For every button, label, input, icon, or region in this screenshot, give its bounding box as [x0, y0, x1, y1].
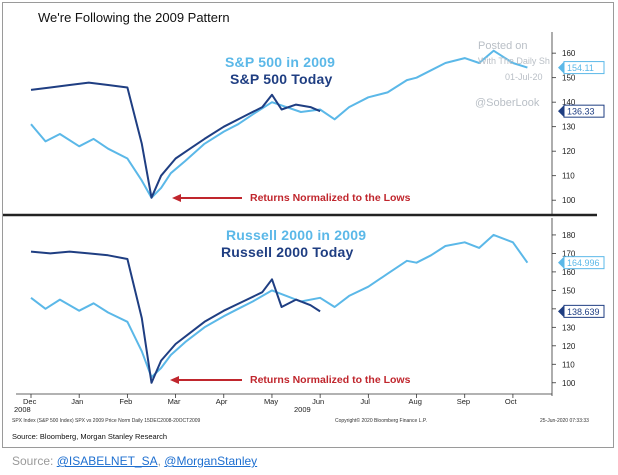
legend-sp500-today: S&P 500 Today	[230, 71, 333, 87]
series-line-2009	[30, 233, 529, 379]
source-line: Source: @ISABELNET_SA, @MorganStanley	[12, 454, 257, 468]
x-tick-label: Feb	[119, 397, 132, 406]
last-value-pointer	[558, 105, 564, 118]
annotation-arrow-head	[172, 194, 181, 202]
x-tick-label: Sep	[457, 397, 470, 406]
x-tick-label: Jun	[312, 397, 324, 406]
x-tick-label: Jul	[360, 397, 370, 406]
x-tick-label: Mar	[168, 397, 181, 406]
footer-index-line: SPX Index (S&P 500 Index) SPX vs 2009 Pr…	[12, 418, 201, 424]
last-value-label: 164.996	[567, 258, 600, 268]
last-value-label: 138.639	[567, 307, 600, 317]
y-tick-label: 120	[562, 342, 576, 351]
chart-title: We're Following the 2009 Pattern	[38, 10, 230, 25]
source-prefix: Source:	[12, 454, 57, 468]
legend-russell-today: Russell 2000 Today	[221, 244, 354, 260]
annotation-top: Returns Normalized to the Lows	[250, 192, 411, 204]
y-tick-label: 130	[562, 323, 576, 332]
x-tick-label: Oct	[505, 397, 518, 406]
legend-russell-2009: Russell 2000 in 2009	[226, 227, 367, 243]
last-value-pointer	[558, 256, 564, 269]
y-tick-label: 180	[562, 231, 576, 240]
y-tick-label: 100	[562, 196, 576, 205]
y-tick-label: 110	[562, 360, 575, 369]
series-line-today	[30, 81, 321, 199]
y-tick-label: 100	[562, 379, 576, 388]
annotation-bottom: Returns Normalized to the Lows	[250, 374, 411, 386]
annotation-arrow-head	[170, 376, 179, 384]
y-tick-label: 150	[562, 74, 576, 83]
last-value-label: 154.11	[567, 63, 594, 73]
watermark-posted: Posted on	[478, 40, 528, 52]
x-year-left: 2008	[14, 405, 31, 414]
x-tick-label: Jan	[71, 397, 83, 406]
footer-stamp: 25-Jun-2020 07:33:33	[540, 418, 589, 424]
chart-frame	[2, 2, 614, 448]
last-value-pointer	[558, 61, 564, 74]
source-link-morganstanley[interactable]: @MorganStanley	[164, 454, 258, 468]
y-tick-label: 160	[562, 268, 576, 277]
series-line-2009	[30, 49, 528, 199]
y-tick-label: 120	[562, 147, 576, 156]
x-tick-label: Apr	[216, 397, 228, 406]
y-tick-label: 140	[562, 98, 576, 107]
footer-copyright: Copyright© 2020 Bloomberg Finance L.P.	[335, 418, 427, 424]
last-value-pointer	[558, 305, 564, 318]
series-line-today	[30, 250, 321, 384]
x-tick-label: May	[264, 397, 278, 406]
x-tick-label: Aug	[409, 397, 422, 406]
footer-source: Source: Bloomberg, Morgan Stanley Resear…	[12, 432, 168, 441]
y-tick-label: 170	[562, 249, 576, 258]
legend-sp500-2009: S&P 500 in 2009	[225, 54, 336, 70]
watermark-handle: @SoberLook	[475, 97, 540, 109]
y-tick-label: 130	[562, 123, 576, 132]
source-link-isabelnet[interactable]: @ISABELNET_SA	[56, 454, 158, 468]
y-tick-label: 150	[562, 286, 576, 295]
watermark-date: 01-Jul-20	[505, 72, 543, 82]
source-separator: ,	[157, 454, 165, 468]
y-tick-label: 110	[562, 172, 575, 181]
last-value-label: 136.33	[567, 107, 595, 117]
y-tick-label: 160	[562, 49, 576, 58]
x-tick-label: Dec	[23, 397, 37, 406]
x-year-right: 2009	[294, 405, 311, 414]
watermark-site: With The Daily Sh	[478, 56, 550, 66]
